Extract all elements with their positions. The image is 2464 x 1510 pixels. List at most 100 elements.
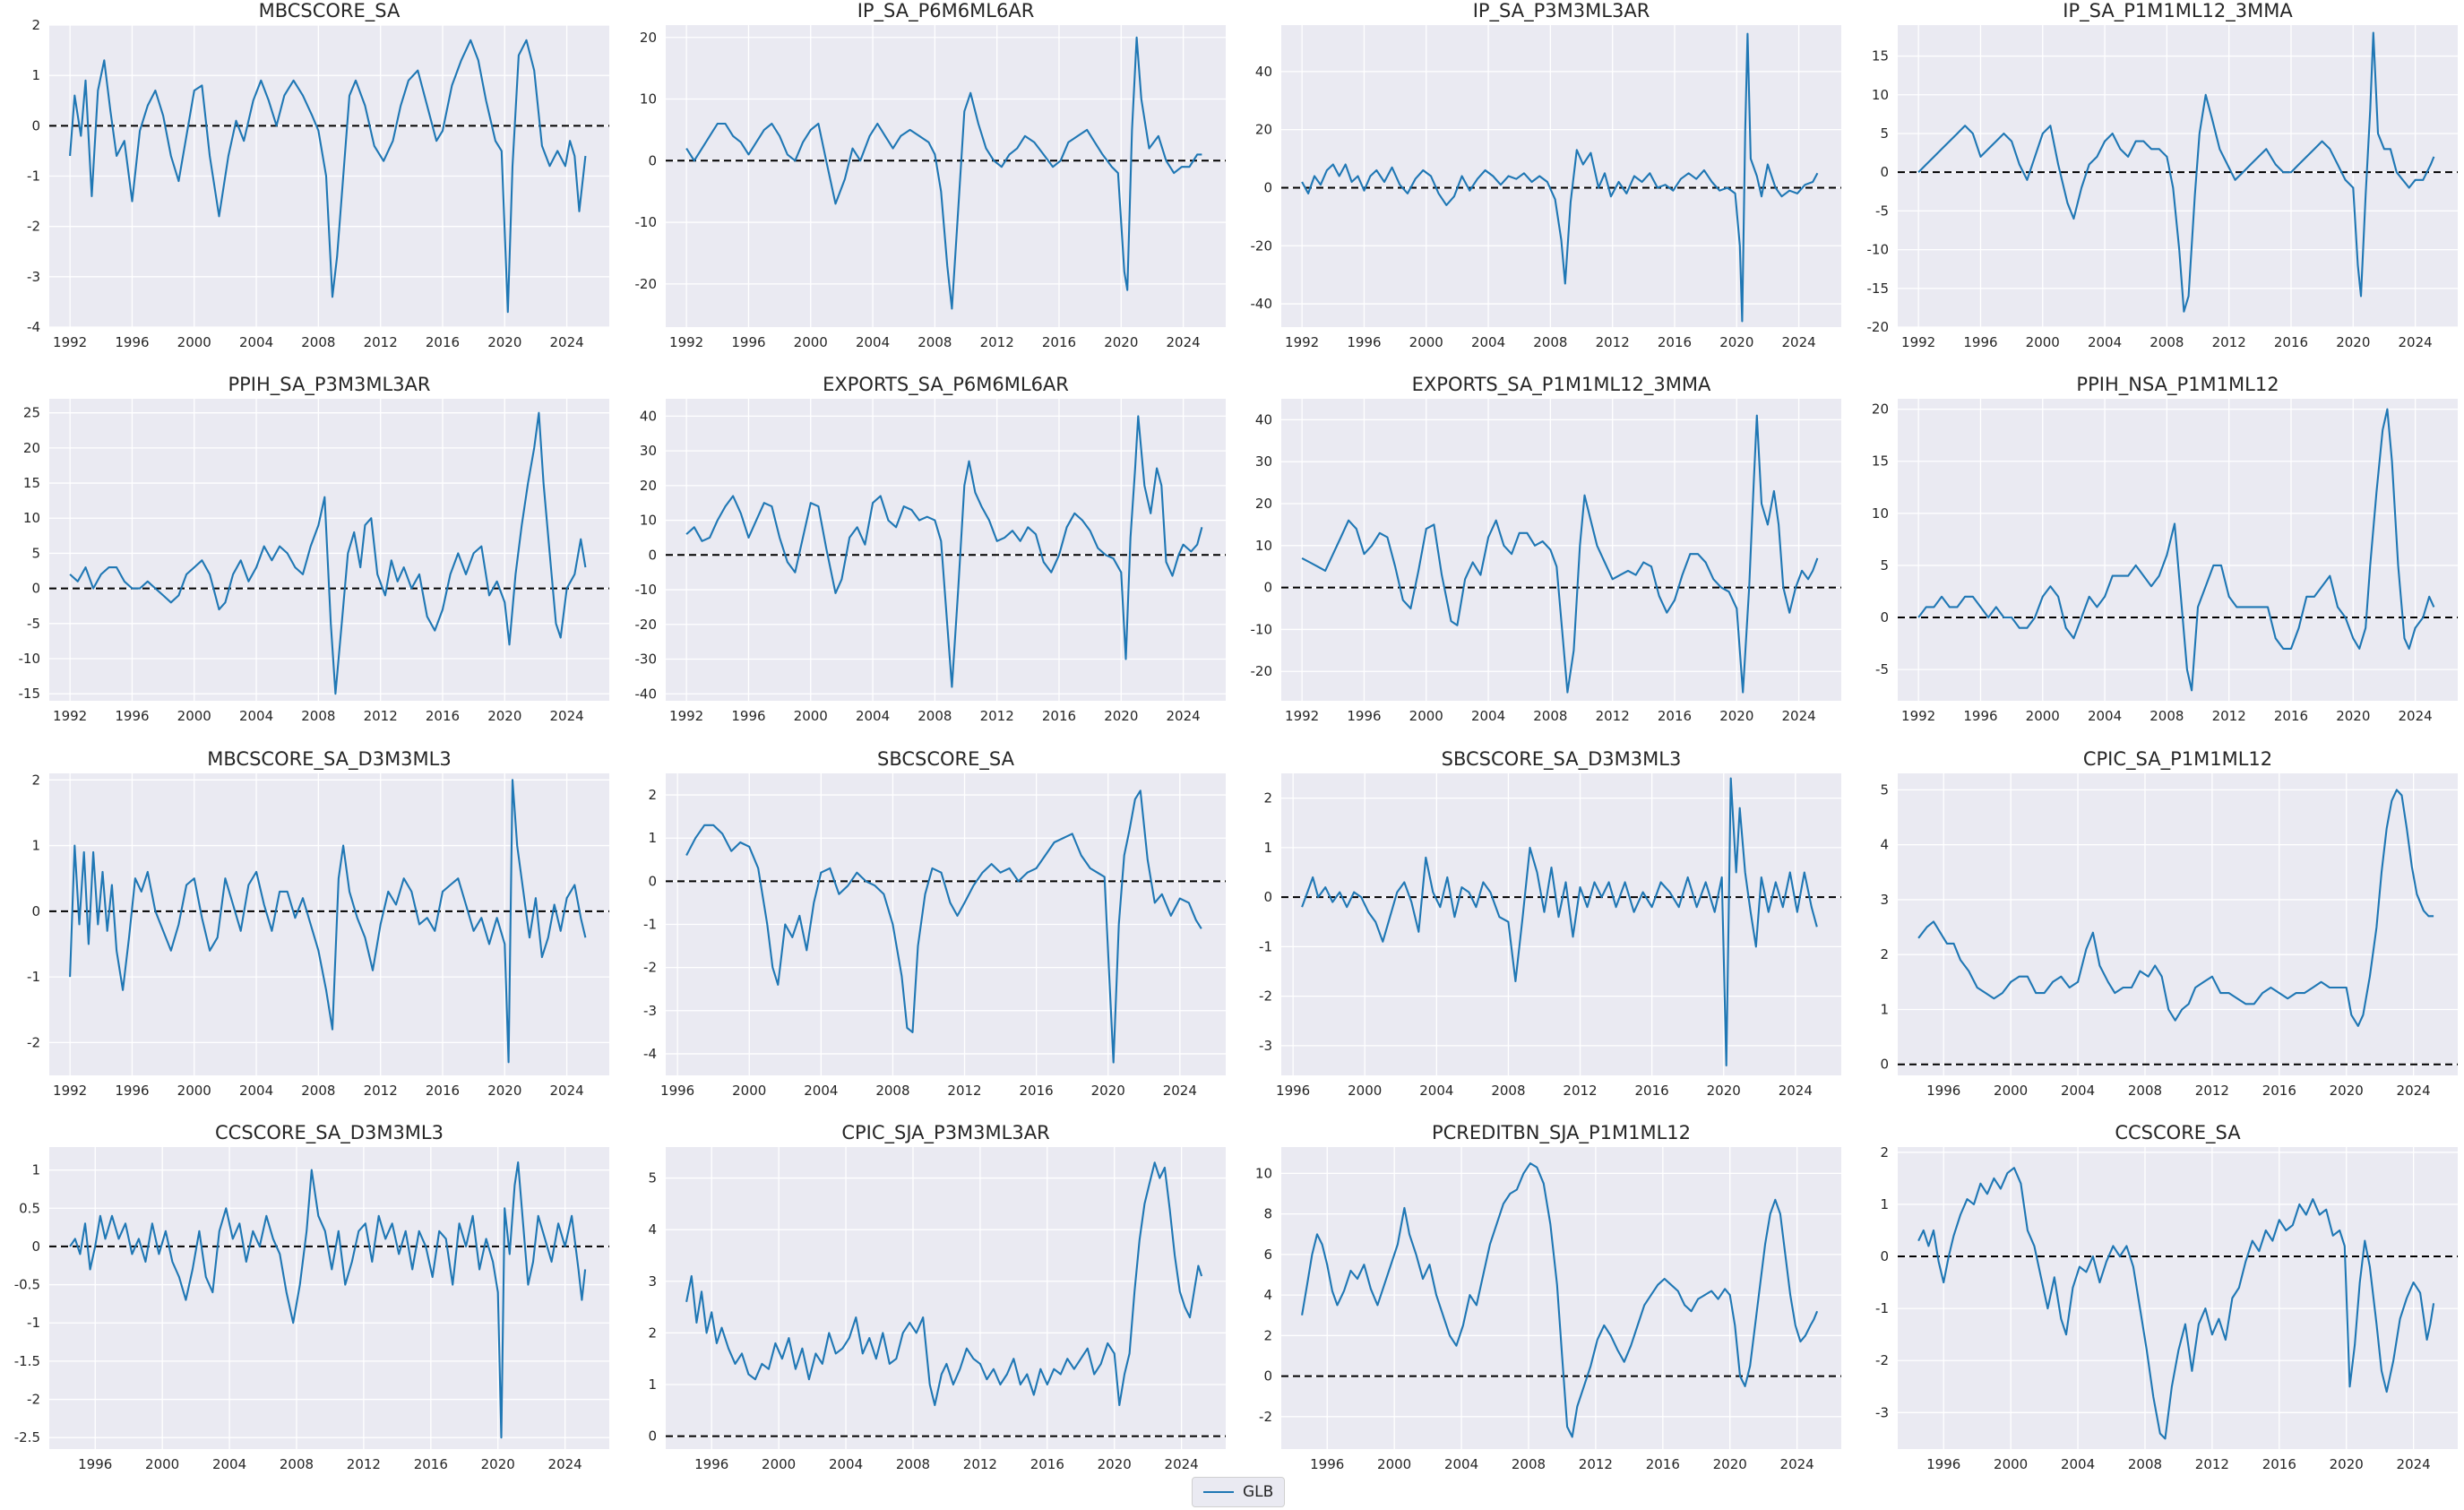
x-tick-label: 1996 [78, 1456, 112, 1472]
y-tick-label: 4 [1263, 1287, 1272, 1303]
y-tick-label: 2 [1880, 946, 1889, 962]
x-tick-label: 2004 [856, 334, 890, 350]
series-line-glb [69, 411, 587, 695]
y-tick-label: 0 [31, 903, 40, 919]
y-tick-label: 1 [648, 830, 657, 846]
x-tick-label: 2008 [301, 334, 335, 350]
y-tick-label: 15 [1872, 48, 1889, 65]
y-tick-label: 10 [1872, 505, 1889, 522]
x-tick-label: 2016 [426, 1083, 460, 1099]
y-tick-label: -0.5 [14, 1277, 40, 1293]
y-tick-label: 30 [1255, 453, 1272, 470]
series-line-glb [69, 39, 587, 314]
chart-plot: 15 10 5 0 -5 -10 -15 -20 1992 1996 2000 2004 2008 201… [1867, 25, 2458, 350]
x-tick-label: 2004 [2088, 334, 2122, 350]
x-tick-label: 2012 [980, 334, 1014, 350]
x-tick-label: 1992 [53, 1083, 87, 1099]
plot-background [1281, 773, 1841, 1075]
x-tick-label: 1996 [1963, 708, 1997, 724]
chart-plot: 20 15 10 5 0 -5 1992 1996 2000 2004 2008 2012 2016 20… [1872, 399, 2458, 724]
y-tick-label: 10 [1872, 87, 1889, 103]
y-tick-label: 1 [31, 67, 40, 83]
y-tick-label: 1 [31, 838, 40, 854]
x-tick-label: 2000 [177, 334, 211, 350]
y-tick-label: -10 [1251, 621, 1273, 637]
chart-plot: 40 20 0 -20 -40 1992 1996 2000 2004 2008 2012 2016 2… [1251, 25, 1841, 350]
y-tick-label: 0 [1880, 164, 1889, 180]
chart-panel: CPIC_SA_P1M1ML12 5 4 3 2 1 0 1996 2000 2004 2008 20… [1848, 748, 2464, 1122]
series-line-glb [1917, 408, 2435, 692]
x-tick-label: 1996 [115, 1083, 149, 1099]
chart-title: IP_SA_P3M3ML3AR [1472, 0, 1650, 22]
y-tick-label: -40 [635, 686, 658, 702]
y-tick-label: -1 [1875, 1300, 1889, 1316]
x-tick-label: 2004 [829, 1456, 863, 1472]
x-tick-label: 2020 [2330, 1083, 2364, 1099]
y-tick-label: 6 [1263, 1247, 1272, 1263]
x-tick-label: 2020 [1104, 334, 1138, 350]
x-tick-label: 2012 [1596, 334, 1630, 350]
y-tick-label: 5 [31, 545, 40, 561]
y-tick-label: 1 [31, 1162, 40, 1178]
y-tick-label: -40 [1251, 296, 1273, 312]
y-tick-label: 0 [31, 117, 40, 134]
y-tick-label: -1 [643, 917, 657, 933]
chart-panel: EXPORTS_SA_P1M1ML12_3MMA 40 30 20 10 0 -10 -20 1… [1232, 374, 1848, 747]
y-tick-label: 0 [648, 873, 657, 889]
y-tick-label: 0 [1263, 580, 1272, 596]
x-tick-label: 2024 [1782, 708, 1816, 724]
x-tick-label: 2020 [1091, 1083, 1125, 1099]
x-tick-label: 2004 [1471, 334, 1505, 350]
chart-title: PPIH_NSA_P1M1ML12 [2076, 374, 2279, 395]
x-tick-label: 2024 [1165, 1456, 1199, 1472]
y-tick-label: -15 [19, 686, 41, 702]
x-tick-label: 2000 [2026, 334, 2060, 350]
y-tick-label: 25 [23, 405, 40, 421]
y-tick-label: 5 [1880, 125, 1889, 142]
y-tick-label: 0 [1263, 1368, 1272, 1385]
series-line-glb [1917, 1167, 2435, 1440]
chart-panel: SBCSCORE_SA_D3M3ML3 2 1 0 -1 -2 -3 1996 2000 2004… [1232, 748, 1848, 1122]
y-tick-label: -5 [1875, 203, 1889, 219]
chart-panel: EXPORTS_SA_P6M6ML6AR 40 30 20 10 0 -10 -20 -30 -4… [616, 374, 1232, 747]
y-tick-label: -15 [1867, 280, 1890, 297]
x-tick-label: 1992 [1901, 334, 1935, 350]
x-tick-label: 2012 [2212, 334, 2246, 350]
chart-title: MBCSCORE_SA [258, 0, 401, 22]
y-tick-label: 10 [640, 91, 657, 108]
series-line-glb [1917, 789, 2434, 1027]
y-tick-label: -20 [1251, 663, 1273, 679]
chart-title: CPIC_SJA_P3M3ML3AR [841, 1122, 1050, 1143]
y-tick-label: 40 [1255, 64, 1272, 80]
plot-background [1898, 773, 2458, 1075]
x-tick-label: 2016 [1030, 1456, 1064, 1472]
x-tick-label: 2024 [2399, 708, 2433, 724]
plot-background [1281, 1147, 1841, 1449]
chart-title: IP_SA_P1M1ML12_3MMA [2063, 0, 2293, 22]
x-tick-label: 2004 [804, 1083, 838, 1099]
x-tick-label: 2016 [1020, 1083, 1054, 1099]
chart-plot: 2 1 0 -1 -2 -3 1996 2000 2004 2008 2012 2016 2020 202… [1259, 773, 1841, 1099]
x-tick-label: 2012 [2212, 708, 2246, 724]
x-tick-label: 2016 [426, 334, 460, 350]
chart-title: EXPORTS_SA_P6M6ML6AR [823, 374, 1069, 395]
chart-panel: MBCSCORE_SA_D3M3ML3 2 1 0 -1 -2 1992 1996 2000 20… [0, 748, 616, 1122]
x-tick-label: 2000 [762, 1456, 796, 1472]
y-tick-label: -10 [635, 582, 658, 598]
y-tick-label: -20 [1867, 319, 1890, 335]
y-tick-label: 10 [23, 510, 40, 526]
series-line-glb [1917, 31, 2435, 313]
plot-background [1281, 399, 1841, 701]
x-tick-label: 2012 [347, 1456, 381, 1472]
x-tick-label: 1996 [1963, 334, 1997, 350]
x-tick-label: 2008 [2128, 1083, 2162, 1099]
y-tick-label: -10 [1867, 242, 1890, 258]
x-tick-label: 1996 [1310, 1456, 1344, 1472]
x-tick-label: 2016 [1658, 334, 1692, 350]
x-tick-label: 2008 [918, 708, 952, 724]
x-tick-label: 2004 [239, 708, 273, 724]
x-tick-label: 2008 [1533, 334, 1567, 350]
x-tick-label: 1992 [669, 708, 703, 724]
y-tick-label: 30 [640, 443, 657, 459]
